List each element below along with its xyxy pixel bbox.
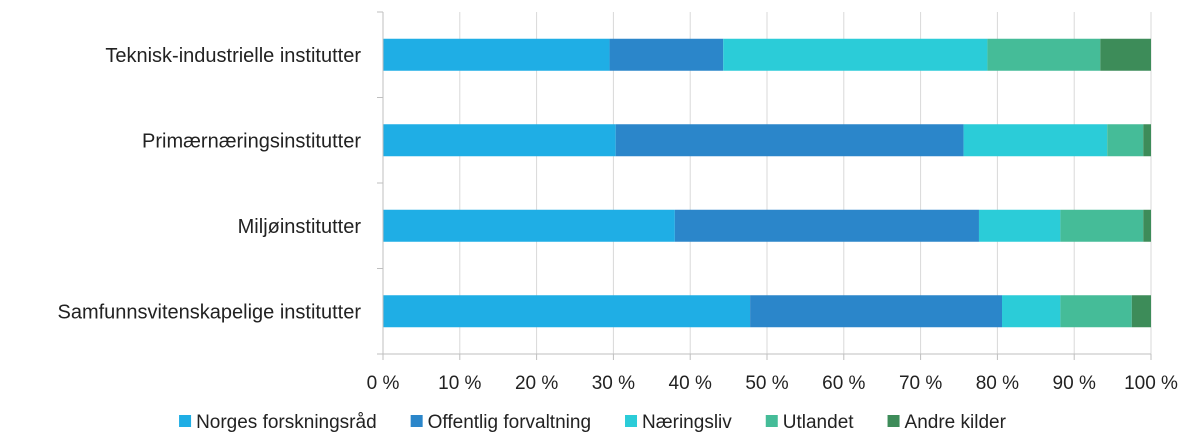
x-tick-label: 90 % bbox=[1053, 373, 1096, 394]
bar-segment bbox=[1060, 209, 1144, 242]
legend-swatch bbox=[765, 415, 778, 427]
bar-segment bbox=[383, 295, 751, 328]
x-tick-label: 50 % bbox=[745, 373, 788, 394]
x-tick-label: 100 % bbox=[1124, 373, 1178, 394]
legend-swatch bbox=[625, 415, 638, 427]
bar-segment bbox=[963, 124, 1108, 157]
legend-item: Utlandet bbox=[765, 412, 854, 433]
category-label: Samfunnsvitenskapelige institutter bbox=[58, 301, 362, 323]
legend-label: Utlandet bbox=[783, 412, 854, 433]
bar-segment bbox=[609, 38, 724, 71]
legend-swatch bbox=[887, 415, 900, 427]
legend: Norges forskningsråd Offentlig forvaltnin… bbox=[179, 412, 1007, 433]
legend-label: Andre kilder bbox=[905, 412, 1007, 433]
legend-item: Næringsliv bbox=[625, 412, 732, 433]
x-tick-label: 10 % bbox=[438, 373, 481, 394]
x-tick-labels: 0 % 10 % 20 % 30 % 40 % 50 % 60 % 70 % 80 % 90 % 1… bbox=[367, 373, 1178, 394]
bar-segment bbox=[723, 38, 988, 71]
bar-segment bbox=[1131, 295, 1151, 328]
category-labels: Teknisk-industrielle institutter Primærnæ… bbox=[58, 45, 362, 324]
bar-segment bbox=[1143, 209, 1151, 242]
x-tick-label: 60 % bbox=[822, 373, 865, 394]
bar-segment bbox=[383, 209, 675, 242]
legend-item: Norges forskningsråd bbox=[179, 412, 377, 433]
bar-segment bbox=[383, 38, 610, 71]
legend-label: Norges forskningsråd bbox=[196, 412, 377, 433]
axes bbox=[377, 11, 1152, 360]
legend-item: Offentlig forvaltning bbox=[410, 412, 591, 433]
bars bbox=[383, 38, 1151, 328]
bar-segment bbox=[1143, 124, 1151, 157]
bar-segment bbox=[1100, 38, 1151, 71]
bar-segment bbox=[615, 124, 964, 157]
x-tick-label: 30 % bbox=[592, 373, 635, 394]
x-tick-label: 0 % bbox=[367, 373, 400, 394]
bar-segment bbox=[1060, 295, 1132, 328]
bar-segment bbox=[1107, 124, 1144, 157]
legend-label: Næringsliv bbox=[642, 412, 732, 433]
legend-label: Offentlig forvaltning bbox=[428, 412, 591, 433]
category-label: Primærnæringsinstitutter bbox=[142, 130, 361, 152]
legend-item: Andre kilder bbox=[887, 412, 1007, 433]
category-label: Teknisk-industrielle institutter bbox=[105, 45, 361, 67]
legend-swatch bbox=[179, 415, 192, 427]
bar-segment bbox=[383, 124, 616, 157]
x-tick-label: 80 % bbox=[976, 373, 1019, 394]
bar-segment bbox=[987, 38, 1101, 71]
bar-segment bbox=[674, 209, 979, 242]
bar-segment bbox=[750, 295, 1003, 328]
category-label: Miljøinstitutter bbox=[238, 216, 362, 238]
legend-swatch bbox=[410, 415, 423, 427]
x-tick-label: 40 % bbox=[669, 373, 712, 394]
bar-segment bbox=[1002, 295, 1061, 328]
x-tick-label: 20 % bbox=[515, 373, 558, 394]
bar-segment bbox=[978, 209, 1061, 242]
x-tick-label: 70 % bbox=[899, 373, 942, 394]
